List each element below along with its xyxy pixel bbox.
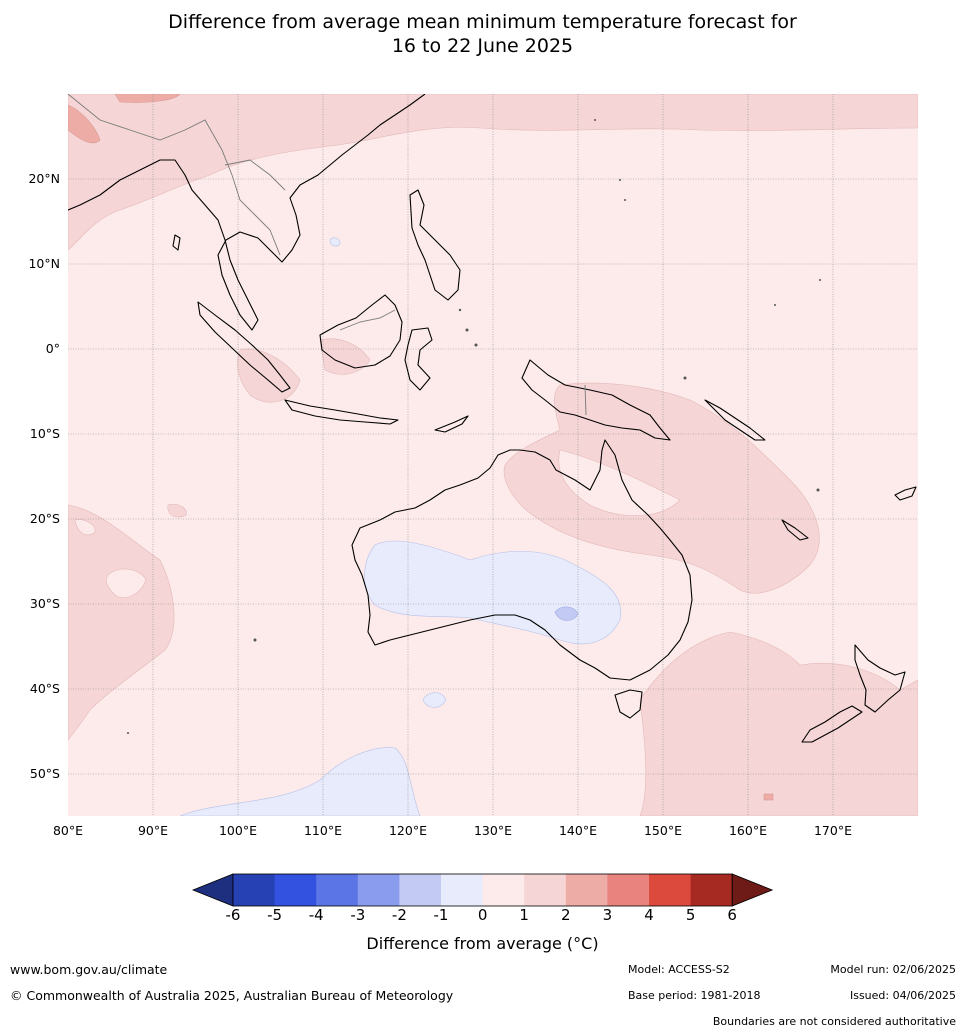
colorbar-tick-label: -2 [391, 906, 407, 924]
footer-base-period: Base period: 1981-2018 [628, 989, 761, 1002]
philippines-coastline [409, 189, 461, 301]
national-borders [68, 94, 587, 416]
footer-copyright: © Commonwealth of Australia 2025, Austra… [10, 988, 454, 1003]
australia-coastline [351, 439, 693, 681]
anomaly-2-to-3-regions [68, 94, 774, 801]
north-island-nz-coastline [854, 644, 906, 713]
colorbar-tick-label: -5 [267, 906, 283, 924]
sri-lanka-coastline [172, 234, 181, 251]
graticule [68, 94, 918, 816]
colorbar-cell [441, 874, 484, 906]
lat-tick-0: 0° [45, 341, 60, 356]
lat-tick-40s: 40°S [29, 681, 60, 696]
colorbar-cell [399, 874, 442, 906]
lon-tick-80e: 80°E [52, 823, 84, 838]
sulawesi-coastline [404, 327, 433, 391]
timor-coastline [434, 415, 469, 433]
lat-tick-20n: 20°N [28, 171, 60, 186]
lon-tick-110e: 110°E [303, 823, 342, 838]
new-guinea-coastline [521, 359, 671, 441]
colorbar-tick-label: 1 [519, 906, 529, 924]
lat-tick-20s: 20°S [29, 511, 60, 526]
colorbar-cell [316, 874, 359, 906]
south-island-nz-coastline [801, 705, 863, 743]
colorbar-title: Difference from average (°C) [366, 934, 599, 953]
colorbar-tick-label: 6 [727, 906, 737, 924]
colorbar-cell [274, 874, 317, 906]
colorbar-cell [607, 874, 650, 906]
colorbar-cell [482, 874, 525, 906]
title-line-1: Difference from average mean minimum tem… [168, 11, 797, 33]
lat-tick-10n: 10°N [28, 256, 60, 271]
anomaly-0-to-1-pockets [74, 449, 681, 599]
tasmania-coastline [614, 689, 643, 719]
java-coastline [284, 399, 399, 425]
footer-disclaimer: Boundaries are not considered authoritat… [712, 1015, 956, 1028]
lon-tick-100e: 100°E [218, 823, 257, 838]
anomaly-minus-1-to-0-regions [179, 237, 622, 816]
footer-issued: Issued: 04/06/2025 [849, 989, 956, 1002]
small-islands [127, 119, 821, 734]
colorbar-extend-low [191, 873, 234, 907]
lon-tick-150e: 150°E [643, 823, 682, 838]
lon-tick-170e: 170°E [813, 823, 852, 838]
colorbar [191, 873, 774, 907]
lon-tick-160e: 160°E [728, 823, 767, 838]
colorbar-cell [565, 874, 608, 906]
lon-tick-90e: 90°E [137, 823, 169, 838]
forecast-map [68, 94, 918, 816]
colorbar-outline [232, 873, 733, 907]
lat-tick-10s: 10°S [29, 426, 60, 441]
footer-model-run: Model run: 02/06/2025 [830, 963, 956, 976]
colorbar-tick-label: -6 [225, 906, 241, 924]
colorbar-tick-label: -1 [433, 906, 449, 924]
lon-tick-130e: 130°E [473, 823, 512, 838]
coastlines [68, 94, 917, 743]
sumatra-coastline [197, 301, 291, 393]
title-line-2: 16 to 22 June 2025 [391, 35, 574, 57]
colorbar-tick-label: 3 [602, 906, 613, 924]
anomaly-1-to-2-regions [68, 94, 918, 816]
colorbar-tick-label: 5 [685, 906, 696, 924]
colorbar-tick-label: -4 [308, 906, 324, 924]
colorbar-cell [357, 874, 400, 906]
colorbar-tick-label: -3 [350, 906, 366, 924]
borneo-coastline [319, 294, 403, 369]
colorbar-tick-label: 2 [561, 906, 571, 924]
lon-tick-120e: 120°E [388, 823, 427, 838]
footer-model: Model: ACCESS-S2 [628, 963, 730, 976]
colorbar-cell [690, 874, 733, 906]
fiji-coastline [894, 486, 917, 501]
colorbar-cell [649, 874, 692, 906]
footer-website: www.bom.gov.au/climate [10, 962, 168, 977]
colorbar-tick-label: 4 [644, 906, 654, 924]
lat-tick-50s: 50°S [29, 766, 60, 781]
asia-mainland-coastline [68, 94, 426, 331]
lat-tick-30s: 30°S [29, 596, 60, 611]
colorbar-extend-high [731, 873, 774, 907]
colorbar-cell [233, 874, 276, 906]
solomon-islands-coastline [704, 399, 766, 441]
colorbar-tick-label: 0 [477, 906, 488, 924]
colorbar-cell [524, 874, 567, 906]
new-caledonia-coastline [781, 519, 809, 541]
lon-tick-140e: 140°E [558, 823, 597, 838]
map-title: Difference from average mean minimum tem… [0, 10, 965, 58]
